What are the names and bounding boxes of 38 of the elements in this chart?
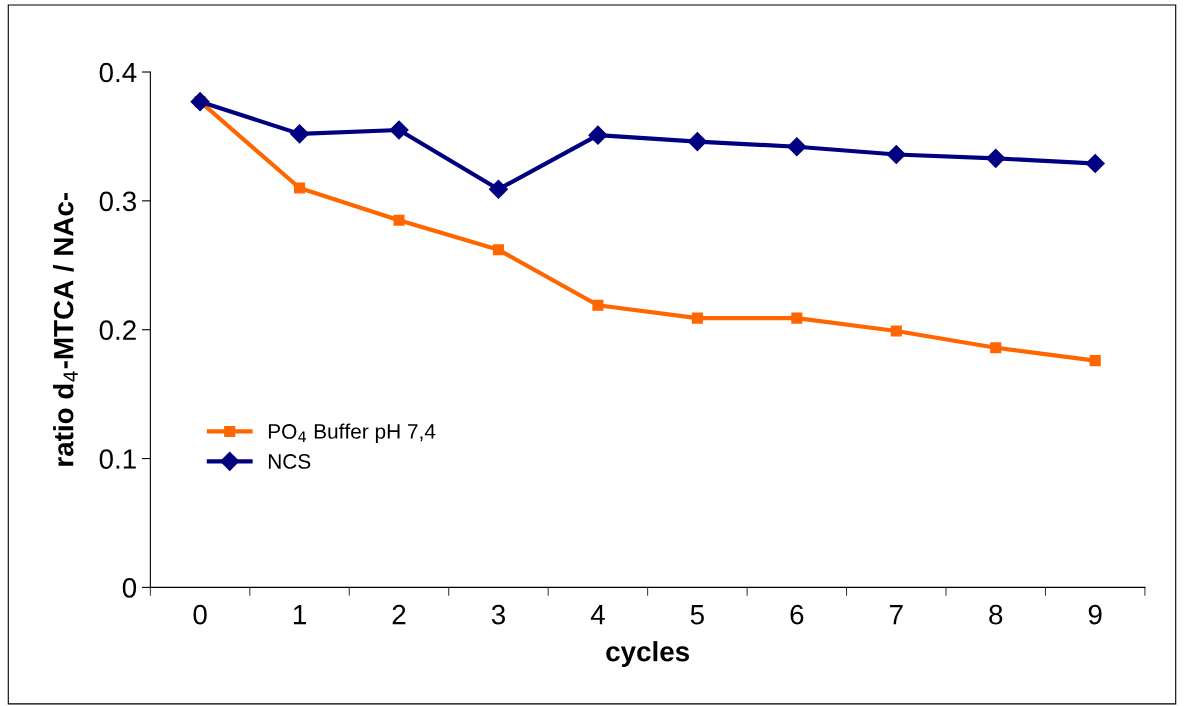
x-tick-label: 0 (193, 604, 207, 625)
point (393, 214, 405, 226)
legend-label: PO$_{4}$ Buffer pH 7,4 (268, 423, 436, 443)
legend-label: NCS (268, 454, 311, 469)
x-tick-label: 5 (690, 605, 704, 625)
point (1085, 153, 1105, 174)
x-axis-title: cycles (606, 641, 689, 667)
point (787, 137, 807, 157)
point (488, 179, 508, 199)
y-tick-label: 0 (122, 578, 137, 598)
y-tick-label: 0.4 (99, 62, 137, 83)
x-tick-label: 9 (1088, 604, 1102, 625)
y-tick-label: 0.2 (99, 320, 136, 341)
point (986, 148, 1006, 168)
point (492, 244, 505, 256)
x-tick-label: 4 (590, 605, 605, 625)
point (1089, 355, 1101, 367)
y-axis-title: ratio d$_{4}$-MTCA / NAc- (53, 193, 78, 466)
point (691, 312, 703, 324)
x-tick-label: 1 (293, 605, 306, 625)
x-tick-label: 2 (392, 604, 406, 625)
point (588, 125, 608, 145)
point (190, 92, 210, 112)
y-tick-label: 0.1 (99, 449, 136, 469)
point (293, 182, 306, 194)
point (791, 312, 803, 324)
point (886, 144, 906, 165)
point (592, 299, 604, 311)
point (389, 120, 409, 140)
x-tick-label: 8 (989, 604, 1003, 625)
x-tick-label: 7 (889, 605, 903, 625)
point (687, 132, 707, 152)
y-tick-label: 0.3 (99, 191, 136, 212)
point (290, 124, 310, 144)
x-tick-label: 3 (491, 604, 505, 625)
point (990, 342, 1002, 354)
point (890, 325, 902, 337)
x-tick-label: 6 (790, 604, 804, 625)
